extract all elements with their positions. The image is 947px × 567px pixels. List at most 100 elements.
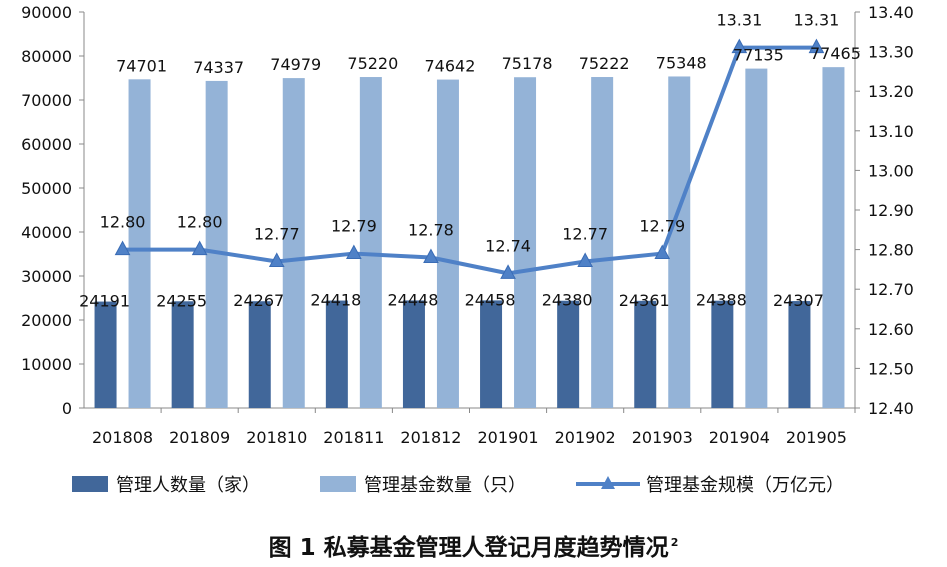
figure-caption: 图 1 私募基金管理人登记月度趋势情况 2 bbox=[0, 528, 947, 562]
bar-fund-count bbox=[436, 79, 459, 409]
bar-fund-count bbox=[591, 77, 614, 409]
legend-label-fund-scale: 管理基金规模（万亿元） bbox=[646, 475, 844, 496]
bar-fund-count bbox=[668, 76, 691, 408]
label-fund-scale: 12.77 bbox=[254, 224, 300, 243]
bar-fund-count bbox=[359, 77, 382, 409]
label-fund-scale: 12.74 bbox=[485, 236, 531, 255]
x-tick-label: 201903 bbox=[632, 428, 693, 447]
series-manager-count bbox=[94, 300, 811, 408]
x-tick-label: 201905 bbox=[786, 428, 847, 447]
label-manager-count: 24255 bbox=[156, 291, 207, 310]
right-tick-label: 13.20 bbox=[868, 82, 914, 101]
marker-fund-scale bbox=[654, 244, 671, 260]
label-manager-count: 24388 bbox=[696, 291, 747, 310]
label-fund-scale: 13.31 bbox=[716, 11, 762, 30]
left-tick-label: 30000 bbox=[21, 267, 72, 286]
legend: 管理人数量（家） 管理基金数量（只） 管理基金规模（万亿元） bbox=[72, 475, 844, 496]
bar-manager-count bbox=[557, 300, 580, 408]
right-tick-label: 13.00 bbox=[868, 161, 914, 180]
caption-footnote-mark: 2 bbox=[670, 536, 679, 550]
bar-manager-count bbox=[94, 301, 117, 408]
legend-marker-fund-scale bbox=[601, 476, 615, 489]
left-tick-label: 60000 bbox=[21, 135, 72, 154]
marker-fund-scale bbox=[346, 244, 362, 260]
left-tick-label: 90000 bbox=[21, 3, 72, 22]
bar-fund-count bbox=[745, 68, 768, 408]
label-fund-count: 77465 bbox=[810, 44, 861, 63]
marker-fund-scale bbox=[423, 248, 439, 264]
marker-fund-scale bbox=[114, 240, 131, 256]
right-tick-label: 12.50 bbox=[868, 359, 914, 378]
bar-fund-count bbox=[205, 80, 228, 408]
label-manager-count: 24458 bbox=[465, 290, 516, 309]
legend-label-fund-count: 管理基金数量（只） bbox=[364, 475, 526, 496]
label-fund-count: 74642 bbox=[424, 57, 475, 76]
right-tick-label: 13.40 bbox=[868, 3, 914, 22]
right-tick-label: 13.30 bbox=[868, 43, 914, 62]
left-tick-label: 40000 bbox=[21, 223, 72, 242]
bar-manager-count bbox=[788, 301, 811, 408]
x-tick-label: 201809 bbox=[169, 428, 230, 447]
right-tick-label: 13.10 bbox=[868, 122, 914, 141]
right-tick-label: 12.40 bbox=[868, 399, 914, 418]
bar-fund-count bbox=[822, 67, 845, 409]
label-fund-count: 74701 bbox=[116, 56, 167, 75]
label-fund-count: 74979 bbox=[270, 55, 321, 74]
left-tick-label: 50000 bbox=[21, 179, 72, 198]
marker-fund-scale bbox=[577, 252, 593, 267]
marker-fund-scale bbox=[268, 252, 285, 267]
left-tick-label: 0 bbox=[62, 399, 72, 418]
legend-swatch-fund-count bbox=[320, 476, 356, 492]
label-manager-count: 24380 bbox=[542, 291, 593, 310]
bar-manager-count bbox=[248, 301, 271, 408]
line-fund-scale bbox=[122, 45, 817, 276]
bar-manager-count bbox=[171, 301, 194, 408]
bar-manager-count bbox=[325, 300, 348, 408]
marker-fund-scale bbox=[731, 38, 748, 54]
label-manager-count: 24448 bbox=[387, 290, 438, 309]
label-fund-count: 77135 bbox=[733, 46, 784, 65]
bar-fund-count bbox=[128, 79, 151, 408]
label-fund-count: 75178 bbox=[502, 54, 553, 73]
bar-manager-count bbox=[402, 300, 425, 408]
right-tick-label: 12.60 bbox=[868, 320, 914, 339]
label-fund-scale: 12.79 bbox=[331, 217, 377, 236]
legend-swatch-manager-count bbox=[72, 476, 108, 492]
caption-text: 图 1 私募基金管理人登记月度趋势情况 bbox=[268, 535, 669, 561]
right-tick-label: 12.80 bbox=[868, 241, 914, 260]
label-fund-scale: 12.78 bbox=[408, 221, 454, 240]
label-fund-count: 75220 bbox=[347, 54, 398, 73]
marker-fund-scale bbox=[500, 264, 516, 279]
data-labels: 24191 74701 24255 74337 24267 74979 24418 75220… bbox=[79, 11, 861, 311]
label-fund-scale: 12.77 bbox=[562, 224, 608, 243]
label-fund-count: 74337 bbox=[193, 58, 244, 77]
series-fund-count bbox=[128, 67, 845, 409]
left-tick-label: 20000 bbox=[21, 311, 72, 330]
left-tick-label: 70000 bbox=[21, 91, 72, 110]
bar-fund-count bbox=[282, 78, 305, 408]
label-manager-count: 24307 bbox=[773, 291, 824, 310]
x-tick-label: 201812 bbox=[400, 428, 461, 447]
left-tick-label: 10000 bbox=[21, 355, 72, 374]
bar-manager-count bbox=[480, 300, 503, 408]
bar-manager-count bbox=[711, 300, 734, 408]
bar-manager-count bbox=[634, 300, 657, 408]
right-tick-label: 12.90 bbox=[868, 201, 914, 220]
label-manager-count: 24191 bbox=[79, 292, 130, 311]
marker-fund-scale bbox=[808, 38, 825, 54]
marker-fund-scale bbox=[191, 240, 208, 256]
label-fund-scale: 12.80 bbox=[100, 213, 146, 232]
label-manager-count: 24418 bbox=[310, 291, 361, 310]
legend-label-manager-count: 管理人数量（家） bbox=[116, 475, 260, 496]
label-fund-scale: 12.80 bbox=[177, 213, 223, 232]
x-tick-label: 201904 bbox=[709, 428, 770, 447]
right-tick-label: 12.70 bbox=[868, 280, 914, 299]
label-manager-count: 24267 bbox=[233, 291, 284, 310]
x-tick-label: 201902 bbox=[555, 428, 616, 447]
x-tick-label: 201810 bbox=[246, 428, 307, 447]
x-tick-label: 201808 bbox=[92, 428, 153, 447]
label-fund-scale: 12.79 bbox=[639, 217, 685, 236]
bar-fund-count bbox=[514, 77, 537, 408]
x-tick-label: 201811 bbox=[323, 428, 384, 447]
